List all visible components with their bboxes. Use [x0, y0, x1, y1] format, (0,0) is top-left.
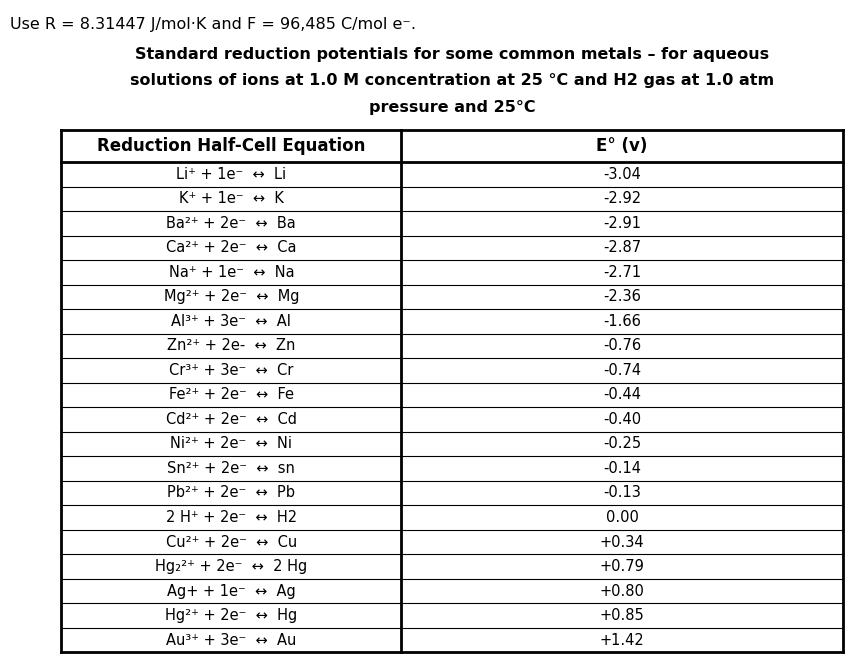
Text: -2.87: -2.87 — [602, 240, 641, 255]
Text: +0.79: +0.79 — [599, 559, 644, 574]
Text: Ba²⁺ + 2e⁻  ↔  Ba: Ba²⁺ + 2e⁻ ↔ Ba — [166, 216, 296, 231]
Text: Pb²⁺ + 2e⁻  ↔  Pb: Pb²⁺ + 2e⁻ ↔ Pb — [167, 486, 295, 500]
Text: Li⁺ + 1e⁻  ↔  Li: Li⁺ + 1e⁻ ↔ Li — [176, 167, 286, 182]
Text: +0.34: +0.34 — [599, 534, 643, 550]
Text: -2.91: -2.91 — [602, 216, 641, 231]
Text: -0.44: -0.44 — [602, 388, 641, 402]
Text: Ag+ + 1e⁻  ↔  Ag: Ag+ + 1e⁻ ↔ Ag — [167, 584, 296, 598]
Text: Use R = 8.31447 J/mol·K and F = 96,485 C/mol e⁻.: Use R = 8.31447 J/mol·K and F = 96,485 C… — [10, 17, 416, 32]
Text: Au³⁺ + 3e⁻  ↔  Au: Au³⁺ + 3e⁻ ↔ Au — [166, 632, 296, 648]
Text: Al³⁺ + 3e⁻  ↔  Al: Al³⁺ + 3e⁻ ↔ Al — [171, 314, 291, 329]
Text: Cu²⁺ + 2e⁻  ↔  Cu: Cu²⁺ + 2e⁻ ↔ Cu — [165, 534, 296, 550]
Text: -0.40: -0.40 — [602, 412, 641, 427]
Text: +1.42: +1.42 — [599, 632, 643, 648]
Text: Mg²⁺ + 2e⁻  ↔  Mg: Mg²⁺ + 2e⁻ ↔ Mg — [164, 289, 299, 304]
Text: Cd²⁺ + 2e⁻  ↔  Cd: Cd²⁺ + 2e⁻ ↔ Cd — [165, 412, 296, 427]
Text: Standard reduction potentials for some common metals – for aqueous: Standard reduction potentials for some c… — [135, 47, 769, 61]
Text: 0.00: 0.00 — [605, 510, 638, 525]
Text: 2 H⁺ + 2e⁻  ↔  H2: 2 H⁺ + 2e⁻ ↔ H2 — [165, 510, 296, 525]
Text: -2.92: -2.92 — [602, 191, 641, 206]
Text: -2.71: -2.71 — [602, 265, 641, 280]
Text: -0.13: -0.13 — [602, 486, 640, 500]
Text: K⁺ + 1e⁻  ↔  K: K⁺ + 1e⁻ ↔ K — [179, 191, 284, 206]
Text: +0.85: +0.85 — [599, 608, 643, 623]
Text: Na⁺ + 1e⁻  ↔  Na: Na⁺ + 1e⁻ ↔ Na — [169, 265, 294, 280]
Text: -0.76: -0.76 — [602, 338, 641, 354]
Text: pressure and 25°C: pressure and 25°C — [368, 100, 535, 115]
Text: -0.25: -0.25 — [602, 436, 641, 452]
Text: Zn²⁺ + 2e-  ↔  Zn: Zn²⁺ + 2e- ↔ Zn — [167, 338, 295, 354]
Text: -0.14: -0.14 — [602, 461, 641, 476]
Text: Hg²⁺ + 2e⁻  ↔  Hg: Hg²⁺ + 2e⁻ ↔ Hg — [165, 608, 297, 623]
Text: -0.74: -0.74 — [602, 363, 641, 378]
Text: +0.80: +0.80 — [599, 584, 644, 598]
Text: solutions of ions at 1.0 M concentration at 25 °C and H2 gas at 1.0 atm: solutions of ions at 1.0 M concentration… — [130, 73, 774, 88]
Text: Reduction Half-Cell Equation: Reduction Half-Cell Equation — [97, 137, 366, 155]
Text: Fe²⁺ + 2e⁻  ↔  Fe: Fe²⁺ + 2e⁻ ↔ Fe — [169, 388, 294, 402]
Text: -3.04: -3.04 — [602, 167, 640, 182]
Text: Sn²⁺ + 2e⁻  ↔  sn: Sn²⁺ + 2e⁻ ↔ sn — [167, 461, 295, 476]
Text: -2.36: -2.36 — [602, 289, 640, 304]
Text: Ni²⁺ + 2e⁻  ↔  Ni: Ni²⁺ + 2e⁻ ↔ Ni — [170, 436, 292, 452]
Text: -1.66: -1.66 — [602, 314, 640, 329]
Text: Ca²⁺ + 2e⁻  ↔  Ca: Ca²⁺ + 2e⁻ ↔ Ca — [166, 240, 296, 255]
Text: Hg₂²⁺ + 2e⁻  ↔  2 Hg: Hg₂²⁺ + 2e⁻ ↔ 2 Hg — [155, 559, 307, 574]
Text: E° (v): E° (v) — [596, 137, 647, 155]
Text: Cr³⁺ + 3e⁻  ↔  Cr: Cr³⁺ + 3e⁻ ↔ Cr — [169, 363, 293, 378]
